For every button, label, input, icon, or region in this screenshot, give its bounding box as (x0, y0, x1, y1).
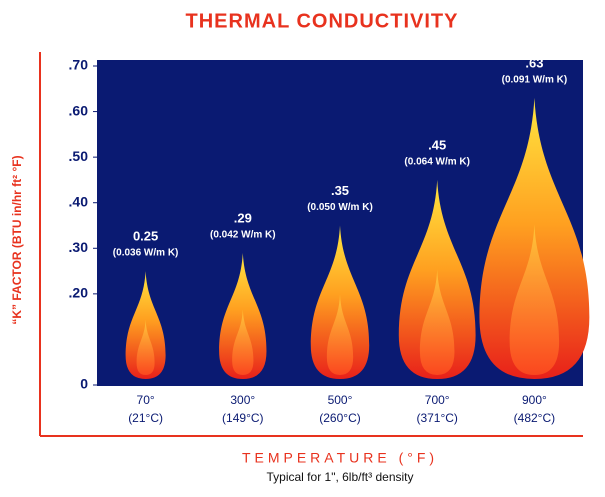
x-tick-sublabel: (371°C) (416, 411, 457, 425)
x-tick-sublabel: (260°C) (319, 411, 360, 425)
metric-label: (0.064 W/m K) (404, 157, 470, 168)
chart-title: THERMAL CONDUCTIVITY (186, 10, 459, 32)
x-tick-sublabel: (149°C) (222, 411, 263, 425)
x-tick-label: 300° (230, 393, 255, 407)
value-label: .29 (234, 210, 252, 225)
x-tick-label: 700° (425, 393, 450, 407)
metric-label: (0.036 W/m K) (113, 248, 179, 259)
y-tick-label: 0 (80, 376, 88, 392)
x-tick-label: 70° (137, 393, 155, 407)
y-tick-label: .20 (69, 285, 89, 301)
value-label: .45 (428, 137, 446, 152)
value-label: .63 (525, 55, 543, 70)
y-tick-label: .60 (69, 102, 89, 118)
chart: THERMAL CONDUCTIVITY “K” FACTOR (BTU in/… (0, 0, 605, 497)
y-tick-label: .30 (69, 239, 89, 255)
metric-label: (0.091 W/m K) (502, 75, 568, 86)
y-axis-label: “K” FACTOR (BTU in/hr ft² °F) (10, 155, 24, 324)
y-tick-label: .50 (69, 148, 89, 164)
metric-label: (0.042 W/m K) (210, 229, 276, 240)
x-tick-sublabel: (482°C) (514, 411, 555, 425)
x-tick-sublabel: (21°C) (128, 411, 163, 425)
y-tick-label: .70 (69, 57, 89, 73)
x-tick-label: 500° (328, 393, 353, 407)
value-label: 0.25 (133, 229, 158, 244)
value-label: .35 (331, 183, 349, 198)
x-tick-label: 900° (522, 393, 547, 407)
metric-label: (0.050 W/m K) (307, 202, 373, 213)
subtitle: Typical for 1", 6lb/ft³ density (267, 470, 414, 484)
x-axis-label: TEMPERATURE (°F) (242, 450, 438, 466)
y-tick-label: .40 (69, 193, 89, 209)
